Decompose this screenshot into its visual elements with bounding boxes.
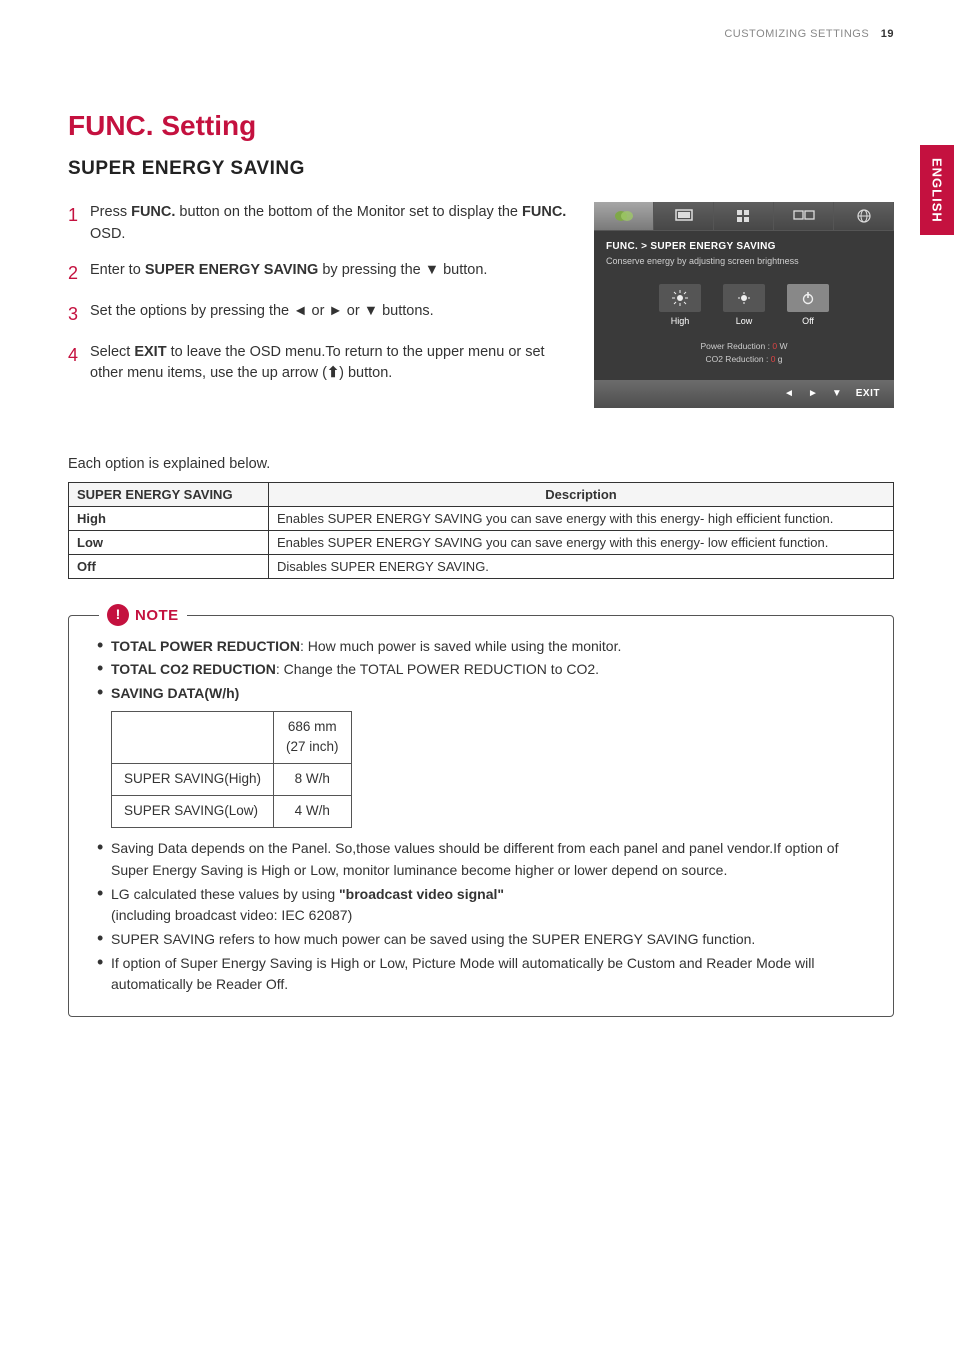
note-box: ! NOTE TOTAL POWER REDUCTION: How much p… bbox=[68, 615, 894, 1018]
option-desc: Enables SUPER ENERGY SAVING you can save… bbox=[269, 530, 894, 554]
header-page-num: 19 bbox=[881, 28, 894, 40]
step-text: Set the options by pressing the ◄ or ► o… bbox=[90, 301, 574, 328]
step-number: 4 bbox=[68, 342, 90, 386]
step-text: Select EXIT to leave the OSD menu.To ret… bbox=[90, 342, 574, 386]
option-table-header-key: SUPER ENERGY SAVING bbox=[69, 482, 269, 506]
osd-option-high[interactable]: High bbox=[659, 284, 701, 326]
step-text: Enter to SUPER ENERGY SAVING by pressing… bbox=[90, 260, 574, 287]
option-desc: Disables SUPER ENERGY SAVING. bbox=[269, 554, 894, 578]
osd-stats: Power Reduction : 0 W CO2 Reduction : 0 … bbox=[594, 332, 894, 380]
osd-tab-picture[interactable] bbox=[654, 202, 714, 230]
page-subtitle: SUPER ENERGY SAVING bbox=[68, 158, 894, 180]
table-row: SUPER SAVING(Low)4 W/h bbox=[112, 796, 352, 828]
note-item: TOTAL CO2 REDUCTION: Change the TOTAL PO… bbox=[97, 659, 875, 681]
steps-list: 1Press FUNC. button on the bottom of the… bbox=[68, 202, 574, 385]
osd-option-label: Low bbox=[723, 316, 765, 326]
note-icon: ! bbox=[107, 604, 129, 626]
osd-option-row: High Low Off bbox=[594, 276, 894, 332]
page-title: FUNC. Setting bbox=[68, 110, 894, 142]
monitor-icon bbox=[675, 209, 693, 223]
osd-tab-dual[interactable] bbox=[774, 202, 834, 230]
note-list-bottom: Saving Data depends on the Panel. So,tho… bbox=[97, 838, 875, 996]
language-tab: ENGLISH bbox=[920, 145, 954, 235]
leaf-icon bbox=[613, 209, 635, 223]
osd-option-low[interactable]: Low bbox=[723, 284, 765, 326]
osd-option-off[interactable]: Off bbox=[787, 284, 829, 326]
saving-row-key: SUPER SAVING(Low) bbox=[112, 796, 274, 828]
osd-breadcrumb-item: SUPER ENERGY SAVING bbox=[650, 241, 775, 252]
step-item: 1Press FUNC. button on the bottom of the… bbox=[68, 202, 574, 246]
page-header: CUSTOMIZING SETTINGS 19 bbox=[724, 28, 894, 40]
osd-stat-power-value: 0 bbox=[772, 341, 777, 351]
note-item: If option of Super Energy Saving is High… bbox=[97, 953, 875, 996]
step-item: 4Select EXIT to leave the OSD menu.To re… bbox=[68, 342, 574, 386]
osd-footer: ◄ ► ▼ EXIT bbox=[594, 380, 894, 408]
osd-tab-bar bbox=[594, 202, 894, 231]
explain-intro: Each option is explained below. bbox=[68, 456, 894, 472]
dual-monitor-icon bbox=[793, 209, 815, 223]
osd-stat-power-unit: W bbox=[779, 341, 787, 351]
saving-data-table: 686 mm (27 inch) SUPER SAVING(High)8 W/h… bbox=[111, 711, 352, 829]
osd-stat-co2-unit: g bbox=[778, 354, 783, 364]
option-desc: Enables SUPER ENERGY SAVING you can save… bbox=[269, 506, 894, 530]
nav-right-icon[interactable]: ► bbox=[808, 388, 818, 399]
note-item: LG calculated these values by using "bro… bbox=[97, 884, 875, 927]
grid-icon bbox=[736, 209, 752, 223]
option-table-header-desc: Description bbox=[269, 482, 894, 506]
table-row: Off Disables SUPER ENERGY SAVING. bbox=[69, 554, 894, 578]
step-number: 3 bbox=[68, 301, 90, 328]
nav-down-icon[interactable]: ▼ bbox=[832, 388, 842, 399]
osd-breadcrumb: FUNC. > SUPER ENERGY SAVING bbox=[594, 231, 894, 256]
osd-stat-co2-label: CO2 Reduction : bbox=[705, 354, 768, 364]
header-section: CUSTOMIZING SETTINGS bbox=[724, 28, 869, 40]
note-label: NOTE bbox=[135, 604, 179, 627]
option-key: Off bbox=[77, 559, 96, 574]
saving-row-key: SUPER SAVING(High) bbox=[112, 764, 274, 796]
step-number: 1 bbox=[68, 202, 90, 246]
note-item: SAVING DATA(W/h) bbox=[97, 683, 875, 705]
exit-button[interactable]: EXIT bbox=[856, 388, 880, 399]
osd-option-label: Off bbox=[787, 316, 829, 326]
note-item: Saving Data depends on the Panel. So,tho… bbox=[97, 838, 875, 881]
table-row: SUPER SAVING(High)8 W/h bbox=[112, 764, 352, 796]
saving-row-val: 4 W/h bbox=[274, 796, 352, 828]
nav-left-icon[interactable]: ◄ bbox=[784, 388, 794, 399]
osd-option-label: High bbox=[659, 316, 701, 326]
osd-breadcrumb-prefix: FUNC. > bbox=[606, 241, 650, 252]
osd-stat-power-label: Power Reduction : bbox=[701, 341, 770, 351]
note-badge: ! NOTE bbox=[99, 604, 187, 627]
osd-tab-energy[interactable] bbox=[594, 202, 654, 230]
osd-stat-co2-value: 0 bbox=[771, 354, 776, 364]
brightness-high-icon bbox=[659, 284, 701, 312]
osd-tab-color[interactable] bbox=[714, 202, 774, 230]
brightness-low-icon bbox=[723, 284, 765, 312]
table-row: High Enables SUPER ENERGY SAVING you can … bbox=[69, 506, 894, 530]
step-item: 3Set the options by pressing the ◄ or ► … bbox=[68, 301, 574, 328]
note-item: SUPER SAVING refers to how much power ca… bbox=[97, 929, 875, 951]
option-key: High bbox=[77, 511, 106, 526]
note-item: TOTAL POWER REDUCTION: How much power is… bbox=[97, 636, 875, 658]
step-item: 2Enter to SUPER ENERGY SAVING by pressin… bbox=[68, 260, 574, 287]
globe-icon bbox=[856, 208, 872, 224]
note-list-top: TOTAL POWER REDUCTION: How much power is… bbox=[97, 636, 875, 705]
option-table: SUPER ENERGY SAVING Description High Enab… bbox=[68, 482, 894, 579]
osd-tab-settings[interactable] bbox=[834, 202, 894, 230]
step-number: 2 bbox=[68, 260, 90, 287]
osd-panel: FUNC. > SUPER ENERGY SAVING Conserve ene… bbox=[594, 202, 894, 408]
saving-table-empty bbox=[112, 711, 274, 764]
power-off-icon bbox=[787, 284, 829, 312]
option-key: Low bbox=[77, 535, 103, 550]
step-text: Press FUNC. button on the bottom of the … bbox=[90, 202, 574, 246]
table-row: Low Enables SUPER ENERGY SAVING you can s… bbox=[69, 530, 894, 554]
osd-description: Conserve energy by adjusting screen brig… bbox=[594, 256, 894, 276]
saving-row-val: 8 W/h bbox=[274, 764, 352, 796]
saving-table-col-header: 686 mm (27 inch) bbox=[274, 711, 352, 764]
